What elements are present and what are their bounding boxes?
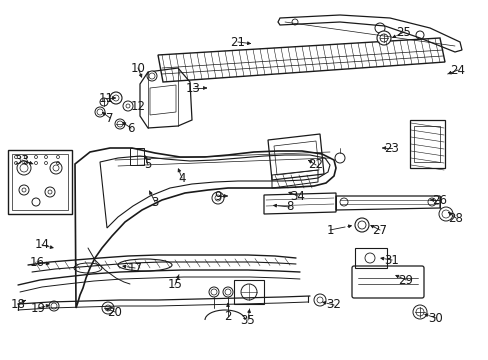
Circle shape [438,207,452,221]
Bar [234,280,264,304]
Circle shape [49,301,59,311]
Bar [354,248,386,268]
Text: 34: 34 [290,189,305,202]
Text: 2: 2 [224,310,231,323]
Text: 29: 29 [398,274,413,287]
Circle shape [95,107,105,117]
Text: 33: 33 [15,153,29,166]
Text: 18: 18 [11,297,25,310]
Text: 4: 4 [178,171,185,184]
Circle shape [212,192,224,204]
Text: 32: 32 [326,298,341,311]
Text: 20: 20 [107,306,122,319]
Text: 26: 26 [431,194,447,207]
Text: 22: 22 [308,158,323,171]
Circle shape [376,31,390,45]
Text: 25: 25 [396,26,410,39]
Circle shape [208,287,219,297]
Text: 1: 1 [325,224,333,237]
Text: 19: 19 [30,302,45,315]
Text: 27: 27 [372,224,386,237]
Text: 15: 15 [167,279,182,292]
Text: 14: 14 [35,238,49,252]
Circle shape [313,294,325,306]
Text: 21: 21 [230,36,245,49]
Text: 23: 23 [384,141,399,154]
Circle shape [147,71,157,81]
Text: 8: 8 [286,201,293,213]
Text: 31: 31 [384,253,399,266]
Text: 10: 10 [130,62,145,75]
Text: 9: 9 [214,189,221,202]
Text: 6: 6 [127,122,135,135]
Text: 24: 24 [449,63,465,77]
Text: 16: 16 [29,256,44,269]
Text: 12: 12 [130,99,145,112]
Text: 35: 35 [240,314,255,327]
Text: 5: 5 [144,158,151,171]
Text: 13: 13 [185,81,200,94]
Circle shape [110,92,122,104]
Text: 11: 11 [98,91,113,104]
Text: 30: 30 [428,311,443,324]
Circle shape [354,218,368,232]
Text: 28: 28 [447,211,463,225]
Text: 7: 7 [106,112,114,125]
Circle shape [223,287,232,297]
Text: 17: 17 [127,261,142,274]
Text: 3: 3 [151,195,159,208]
Circle shape [412,305,426,319]
